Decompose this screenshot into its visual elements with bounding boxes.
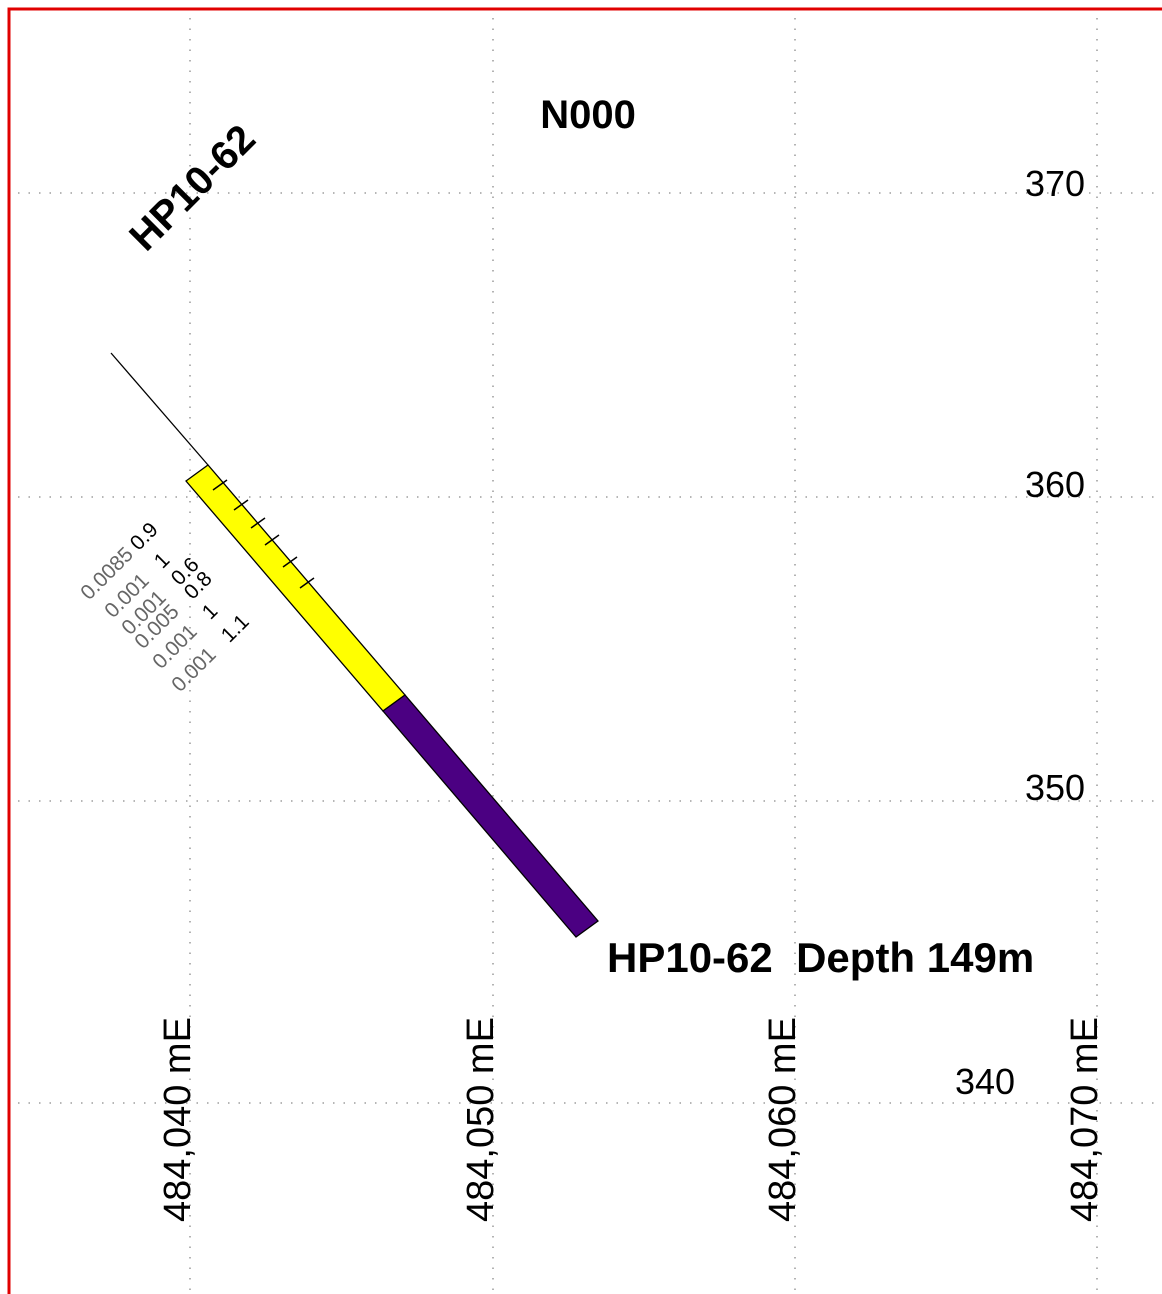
- lithology-interval-lower: [382, 694, 599, 938]
- end-of-hole-label: HP10-62 Depth 149m: [607, 934, 1034, 981]
- assay-val-6: 1.1: [217, 610, 254, 647]
- easting-label-484060: 484,060 mE: [762, 1017, 804, 1222]
- assay-val-5: 1: [198, 600, 223, 625]
- assay-ticks: [212, 479, 315, 589]
- elevation-label-360: 360: [1025, 464, 1085, 505]
- elevation-label-340: 340: [955, 1061, 1015, 1102]
- elevation-label-350: 350: [1025, 767, 1085, 808]
- elevation-label-370: 370: [1025, 163, 1085, 204]
- easting-label-484040: 484,040 mE: [157, 1017, 199, 1222]
- section-title: N000: [540, 93, 636, 137]
- drillhole-trace-icon: [110, 352, 599, 938]
- easting-label-484070: 484,070 mE: [1064, 1017, 1106, 1222]
- easting-label-484050: 484,050 mE: [460, 1017, 502, 1222]
- section-frame: [7, 7, 1162, 1294]
- assay-labels: 0.0085 0.9 0.001 1 0.001 0.6 0.005 0.8 0…: [76, 518, 253, 696]
- hole-collar-label: HP10-62: [121, 117, 264, 260]
- collar-trace-line: [110, 352, 209, 466]
- lithology-interval-upper: [185, 464, 406, 712]
